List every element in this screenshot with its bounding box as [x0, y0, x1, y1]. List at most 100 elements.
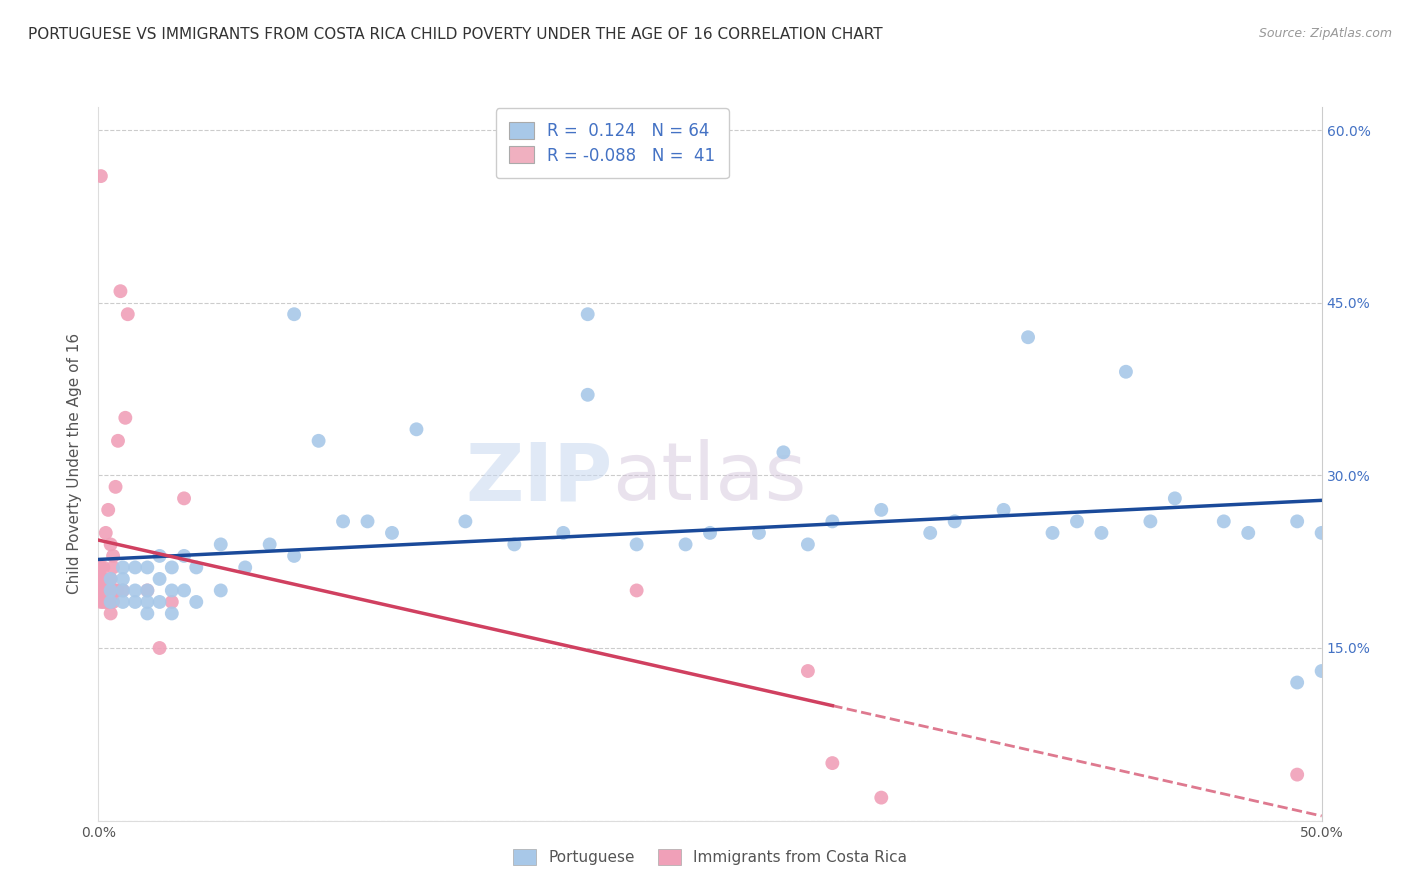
Point — [332, 515, 354, 529]
Text: ZIP: ZIP — [465, 439, 612, 517]
Point — [870, 790, 893, 805]
Point — [97, 595, 120, 609]
Point — [149, 640, 172, 655]
Point — [283, 307, 305, 321]
Point — [160, 560, 183, 574]
Point — [104, 480, 127, 494]
Point — [576, 307, 599, 321]
Point — [91, 583, 114, 598]
Point — [381, 525, 404, 540]
Point — [94, 595, 117, 609]
Y-axis label: Child Poverty Under the Age of 16: Child Poverty Under the Age of 16 — [67, 334, 83, 594]
Point — [1090, 525, 1112, 540]
Point — [356, 515, 378, 529]
Point — [1115, 365, 1137, 379]
Point — [94, 583, 117, 598]
Point — [101, 595, 124, 609]
Point — [100, 537, 122, 551]
Point — [136, 583, 159, 598]
Point — [97, 583, 120, 598]
Point — [111, 595, 134, 609]
Point — [1139, 515, 1161, 529]
Point — [1237, 525, 1260, 540]
Point — [1042, 525, 1064, 540]
Point — [100, 595, 122, 609]
Point — [1310, 525, 1333, 540]
Point — [1017, 330, 1039, 344]
Point — [117, 307, 139, 321]
Point — [308, 434, 330, 448]
Point — [101, 560, 124, 574]
Point — [90, 595, 112, 609]
Point — [160, 595, 183, 609]
Point — [136, 607, 159, 621]
Point — [920, 525, 942, 540]
Point — [797, 537, 820, 551]
Point — [173, 491, 195, 506]
Point — [283, 549, 305, 563]
Point — [100, 583, 122, 598]
Point — [100, 595, 122, 609]
Point — [675, 537, 697, 551]
Point — [1286, 767, 1309, 781]
Point — [149, 572, 172, 586]
Point — [90, 169, 112, 183]
Point — [107, 583, 129, 598]
Point — [110, 284, 132, 298]
Point — [173, 583, 195, 598]
Point — [101, 583, 124, 598]
Point — [186, 595, 208, 609]
Point — [993, 503, 1015, 517]
Point — [111, 583, 134, 598]
Point — [626, 583, 648, 598]
Point — [1164, 491, 1187, 506]
Point — [209, 583, 232, 598]
Point — [124, 583, 146, 598]
Point — [97, 503, 120, 517]
Point — [772, 445, 794, 459]
Point — [209, 537, 232, 551]
Point — [91, 560, 114, 574]
Point — [111, 583, 134, 598]
Point — [100, 583, 122, 598]
Point — [576, 388, 599, 402]
Point — [454, 515, 477, 529]
Point — [136, 560, 159, 574]
Point — [124, 560, 146, 574]
Text: PORTUGUESE VS IMMIGRANTS FROM COSTA RICA CHILD POVERTY UNDER THE AGE OF 16 CORRE: PORTUGUESE VS IMMIGRANTS FROM COSTA RICA… — [28, 27, 883, 42]
Point — [233, 560, 256, 574]
Point — [870, 503, 893, 517]
Point — [111, 560, 134, 574]
Point — [94, 525, 117, 540]
Point — [100, 572, 122, 586]
Point — [90, 560, 112, 574]
Point — [90, 583, 112, 598]
Point — [1212, 515, 1234, 529]
Text: atlas: atlas — [612, 439, 807, 517]
Point — [149, 549, 172, 563]
Point — [943, 515, 966, 529]
Point — [107, 434, 129, 448]
Point — [136, 583, 159, 598]
Point — [91, 572, 114, 586]
Point — [553, 525, 575, 540]
Point — [149, 595, 172, 609]
Point — [160, 607, 183, 621]
Point — [1310, 664, 1333, 678]
Point — [111, 572, 134, 586]
Point — [186, 560, 208, 574]
Point — [1286, 675, 1309, 690]
Point — [160, 583, 183, 598]
Point — [136, 595, 159, 609]
Point — [626, 537, 648, 551]
Point — [503, 537, 526, 551]
Point — [797, 664, 820, 678]
Point — [100, 572, 122, 586]
Point — [90, 572, 112, 586]
Point — [104, 583, 127, 598]
Point — [1286, 515, 1309, 529]
Point — [259, 537, 281, 551]
Point — [748, 525, 770, 540]
Point — [173, 549, 195, 563]
Point — [405, 422, 427, 436]
